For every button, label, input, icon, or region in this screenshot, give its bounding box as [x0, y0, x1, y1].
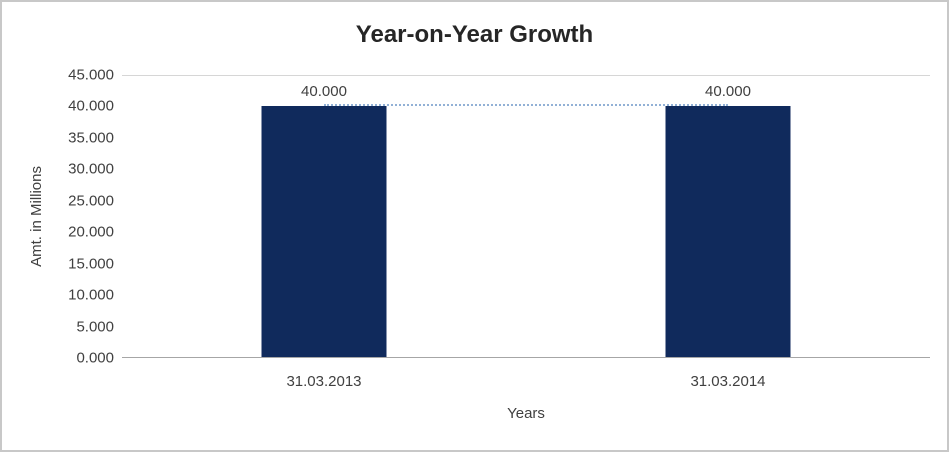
y-axis-ticks: 0.000 5.000 10.000 15.000 20.000 25.000 30.000… [2, 67, 114, 367]
x-axis-labels: 31.03.2013 31.03.2014 [122, 373, 930, 390]
bar [261, 106, 387, 358]
x-axis-line [122, 357, 930, 358]
x-tick-label: 31.03.2013 [286, 373, 362, 390]
plot-area: 40.000 40.000 [122, 75, 930, 358]
bar [665, 106, 791, 358]
y-tick-label: 0.000 [76, 349, 114, 367]
y-tick-label: 20.000 [68, 223, 114, 241]
bar-data-label: 40.000 [705, 83, 751, 101]
y-tick-label: 5.000 [76, 318, 114, 336]
y-tick-label: 40.000 [68, 97, 114, 115]
y-tick-label: 30.000 [68, 160, 114, 178]
top-gridline [122, 75, 930, 76]
y-tick-label: 15.000 [68, 255, 114, 273]
x-tick-label: 31.03.2014 [690, 373, 766, 390]
x-axis-title: Years [507, 405, 545, 422]
y-tick-label: 35.000 [68, 129, 114, 147]
bar-data-label: 40.000 [301, 83, 347, 101]
bar-slot: 40.000 [122, 75, 526, 358]
chart-title: Year-on-Year Growth [355, 21, 594, 48]
connector-line [324, 104, 728, 107]
y-tick-label: 25.000 [68, 192, 114, 210]
y-tick-label: 45.000 [68, 66, 114, 84]
bar-slot: 40.000 [526, 75, 930, 358]
bars-layer: 40.000 40.000 [122, 75, 930, 358]
y-tick-label: 10.000 [68, 286, 114, 304]
